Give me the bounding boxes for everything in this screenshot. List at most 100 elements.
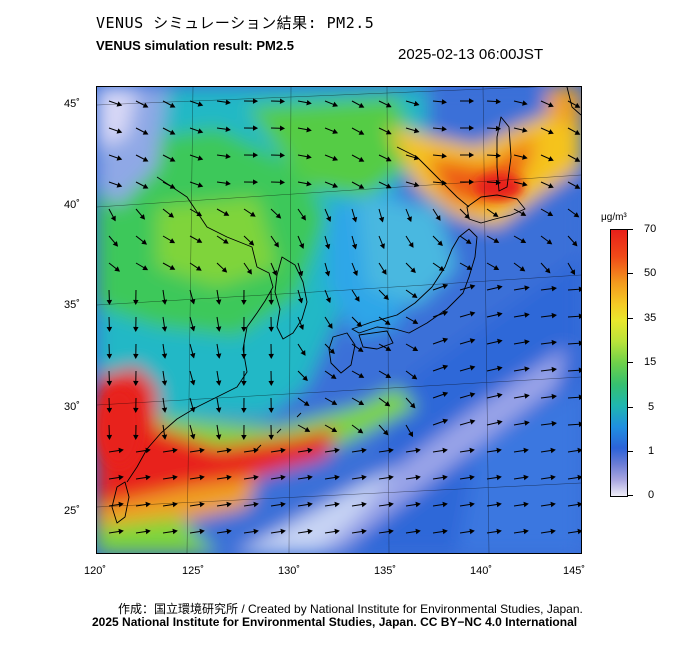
wind-arrow-head bbox=[169, 238, 176, 244]
wind-arrow-head bbox=[384, 319, 391, 326]
wind-arrow-head bbox=[241, 326, 247, 333]
pm25-map[interactable] bbox=[96, 86, 582, 554]
wind-arrow-head bbox=[524, 312, 530, 318]
wind-arrow-head bbox=[524, 366, 530, 372]
wind-arrow-head bbox=[522, 181, 528, 187]
wind-arrow-head bbox=[197, 128, 204, 134]
wind-arrow-head bbox=[496, 474, 502, 481]
wind-arrow-head bbox=[441, 99, 447, 105]
wind-arrow-head bbox=[330, 373, 337, 380]
wind-arrow-head bbox=[327, 323, 333, 329]
wind-arrow-head bbox=[168, 212, 175, 218]
wind-arrow-head bbox=[298, 324, 304, 331]
wind-arrow-head bbox=[114, 266, 121, 272]
wind-arrow-head bbox=[522, 100, 528, 106]
wind-arrow-head bbox=[496, 528, 502, 535]
colorbar-unit: μg/m³ bbox=[601, 212, 627, 223]
wind-arrow-head bbox=[413, 154, 420, 161]
wind-arrow-head bbox=[275, 213, 282, 219]
wind-arrow-head bbox=[358, 129, 365, 135]
wind-arrow-head bbox=[520, 238, 527, 243]
wind-arrow-head bbox=[133, 353, 139, 360]
colorbar-tick-15: 15 bbox=[644, 356, 657, 368]
wind-arrow-head bbox=[241, 353, 247, 360]
wind-arrow-head bbox=[410, 267, 416, 273]
wind-arrow-head bbox=[548, 183, 554, 189]
wind-arrow-head bbox=[225, 180, 231, 186]
wind-arrow-head bbox=[133, 380, 139, 387]
wind-arrow-head bbox=[142, 265, 149, 271]
wind-arrow-head bbox=[497, 392, 503, 399]
wind-arrow-head bbox=[388, 501, 394, 508]
wind-arrow-head bbox=[548, 129, 554, 135]
wind-arrow-head bbox=[493, 237, 500, 243]
title-english: VENUS simulation result: PM2.5 bbox=[96, 38, 294, 53]
wind-arrow-head bbox=[226, 447, 232, 454]
wind-arrow-head bbox=[331, 399, 338, 405]
wind-arrow-head bbox=[199, 447, 205, 454]
wind-arrow-head bbox=[495, 125, 502, 132]
wind-arrow-head bbox=[110, 215, 116, 222]
wind-arrow-head bbox=[145, 501, 151, 508]
wind-arrow-head bbox=[382, 429, 389, 436]
wind-arrow-head bbox=[133, 434, 139, 441]
copyright-line: 2025 National Institute for Environmenta… bbox=[92, 615, 578, 629]
wind-arrow-head bbox=[307, 501, 313, 508]
wind-arrow-head bbox=[548, 156, 554, 162]
wind-arrow-head bbox=[358, 156, 365, 162]
wind-arrow-head bbox=[279, 179, 286, 186]
wind-arrow-head bbox=[106, 299, 113, 306]
wind-arrow-head bbox=[106, 326, 113, 333]
wind-arrow-head bbox=[332, 155, 339, 161]
wind-arrow-head bbox=[524, 285, 530, 291]
wind-arrow-head bbox=[215, 326, 222, 332]
wind-arrow-head bbox=[468, 152, 475, 158]
wind-arrow-head bbox=[334, 474, 340, 481]
wind-arrow-head bbox=[190, 406, 196, 413]
wind-arrow-head bbox=[442, 391, 449, 397]
wind-arrow-head bbox=[325, 297, 331, 304]
wind-arrow-head bbox=[577, 528, 581, 535]
wind-vector-field bbox=[106, 98, 581, 535]
wind-arrow-head bbox=[358, 183, 365, 189]
wind-arrow-head bbox=[324, 270, 331, 277]
lat-label-25: 25˚ bbox=[64, 505, 80, 517]
wind-arrow-head bbox=[169, 183, 176, 189]
lon-label-125: 125˚ bbox=[182, 565, 205, 577]
wind-arrow-head bbox=[118, 528, 124, 535]
wind-arrow-head bbox=[196, 211, 203, 217]
wind-arrow-head bbox=[442, 447, 448, 454]
wind-arrow-head bbox=[190, 379, 196, 386]
wind-arrow-head bbox=[252, 98, 259, 104]
title-japanese: VENUS シミュレーション結果: PM2.5 bbox=[96, 14, 375, 32]
wind-arrow-head bbox=[469, 338, 476, 344]
credit-line: 作成：国立環境研究所 / Created by National Institu… bbox=[118, 602, 583, 616]
wind-arrow-head bbox=[356, 321, 362, 327]
wind-arrow-head bbox=[524, 420, 530, 426]
wind-arrow-head bbox=[351, 243, 358, 250]
wind-arrow-head bbox=[524, 339, 530, 345]
wind-arrow-head bbox=[324, 243, 331, 250]
wind-arrow-head bbox=[492, 211, 499, 218]
wind-arrow-head bbox=[469, 365, 476, 371]
wind-arrow-head bbox=[252, 125, 259, 131]
wind-arrow-head bbox=[116, 101, 123, 107]
colorbar-tick-70: 70 bbox=[644, 223, 657, 235]
wind-arrow-head bbox=[413, 127, 420, 134]
colorbar-tick-0: 0 bbox=[648, 489, 655, 501]
wind-arrow-head bbox=[357, 346, 364, 353]
wind-arrow-head bbox=[523, 528, 529, 535]
wind-arrow-head bbox=[142, 102, 149, 108]
wind-arrow-head bbox=[411, 374, 418, 380]
wind-arrow-head bbox=[334, 528, 340, 535]
wind-arrow-head bbox=[225, 126, 231, 132]
wind-arrow-head bbox=[215, 380, 222, 386]
wind-arrow-head bbox=[197, 101, 204, 107]
wind-arrow-head bbox=[133, 326, 139, 333]
wind-arrow-head bbox=[116, 128, 123, 134]
wind-arrow-head bbox=[145, 474, 151, 481]
wind-arrow-head bbox=[332, 128, 339, 134]
wind-arrow-head bbox=[190, 433, 196, 440]
wind-arrow-head bbox=[307, 474, 313, 481]
wind-arrow-head bbox=[326, 216, 332, 222]
